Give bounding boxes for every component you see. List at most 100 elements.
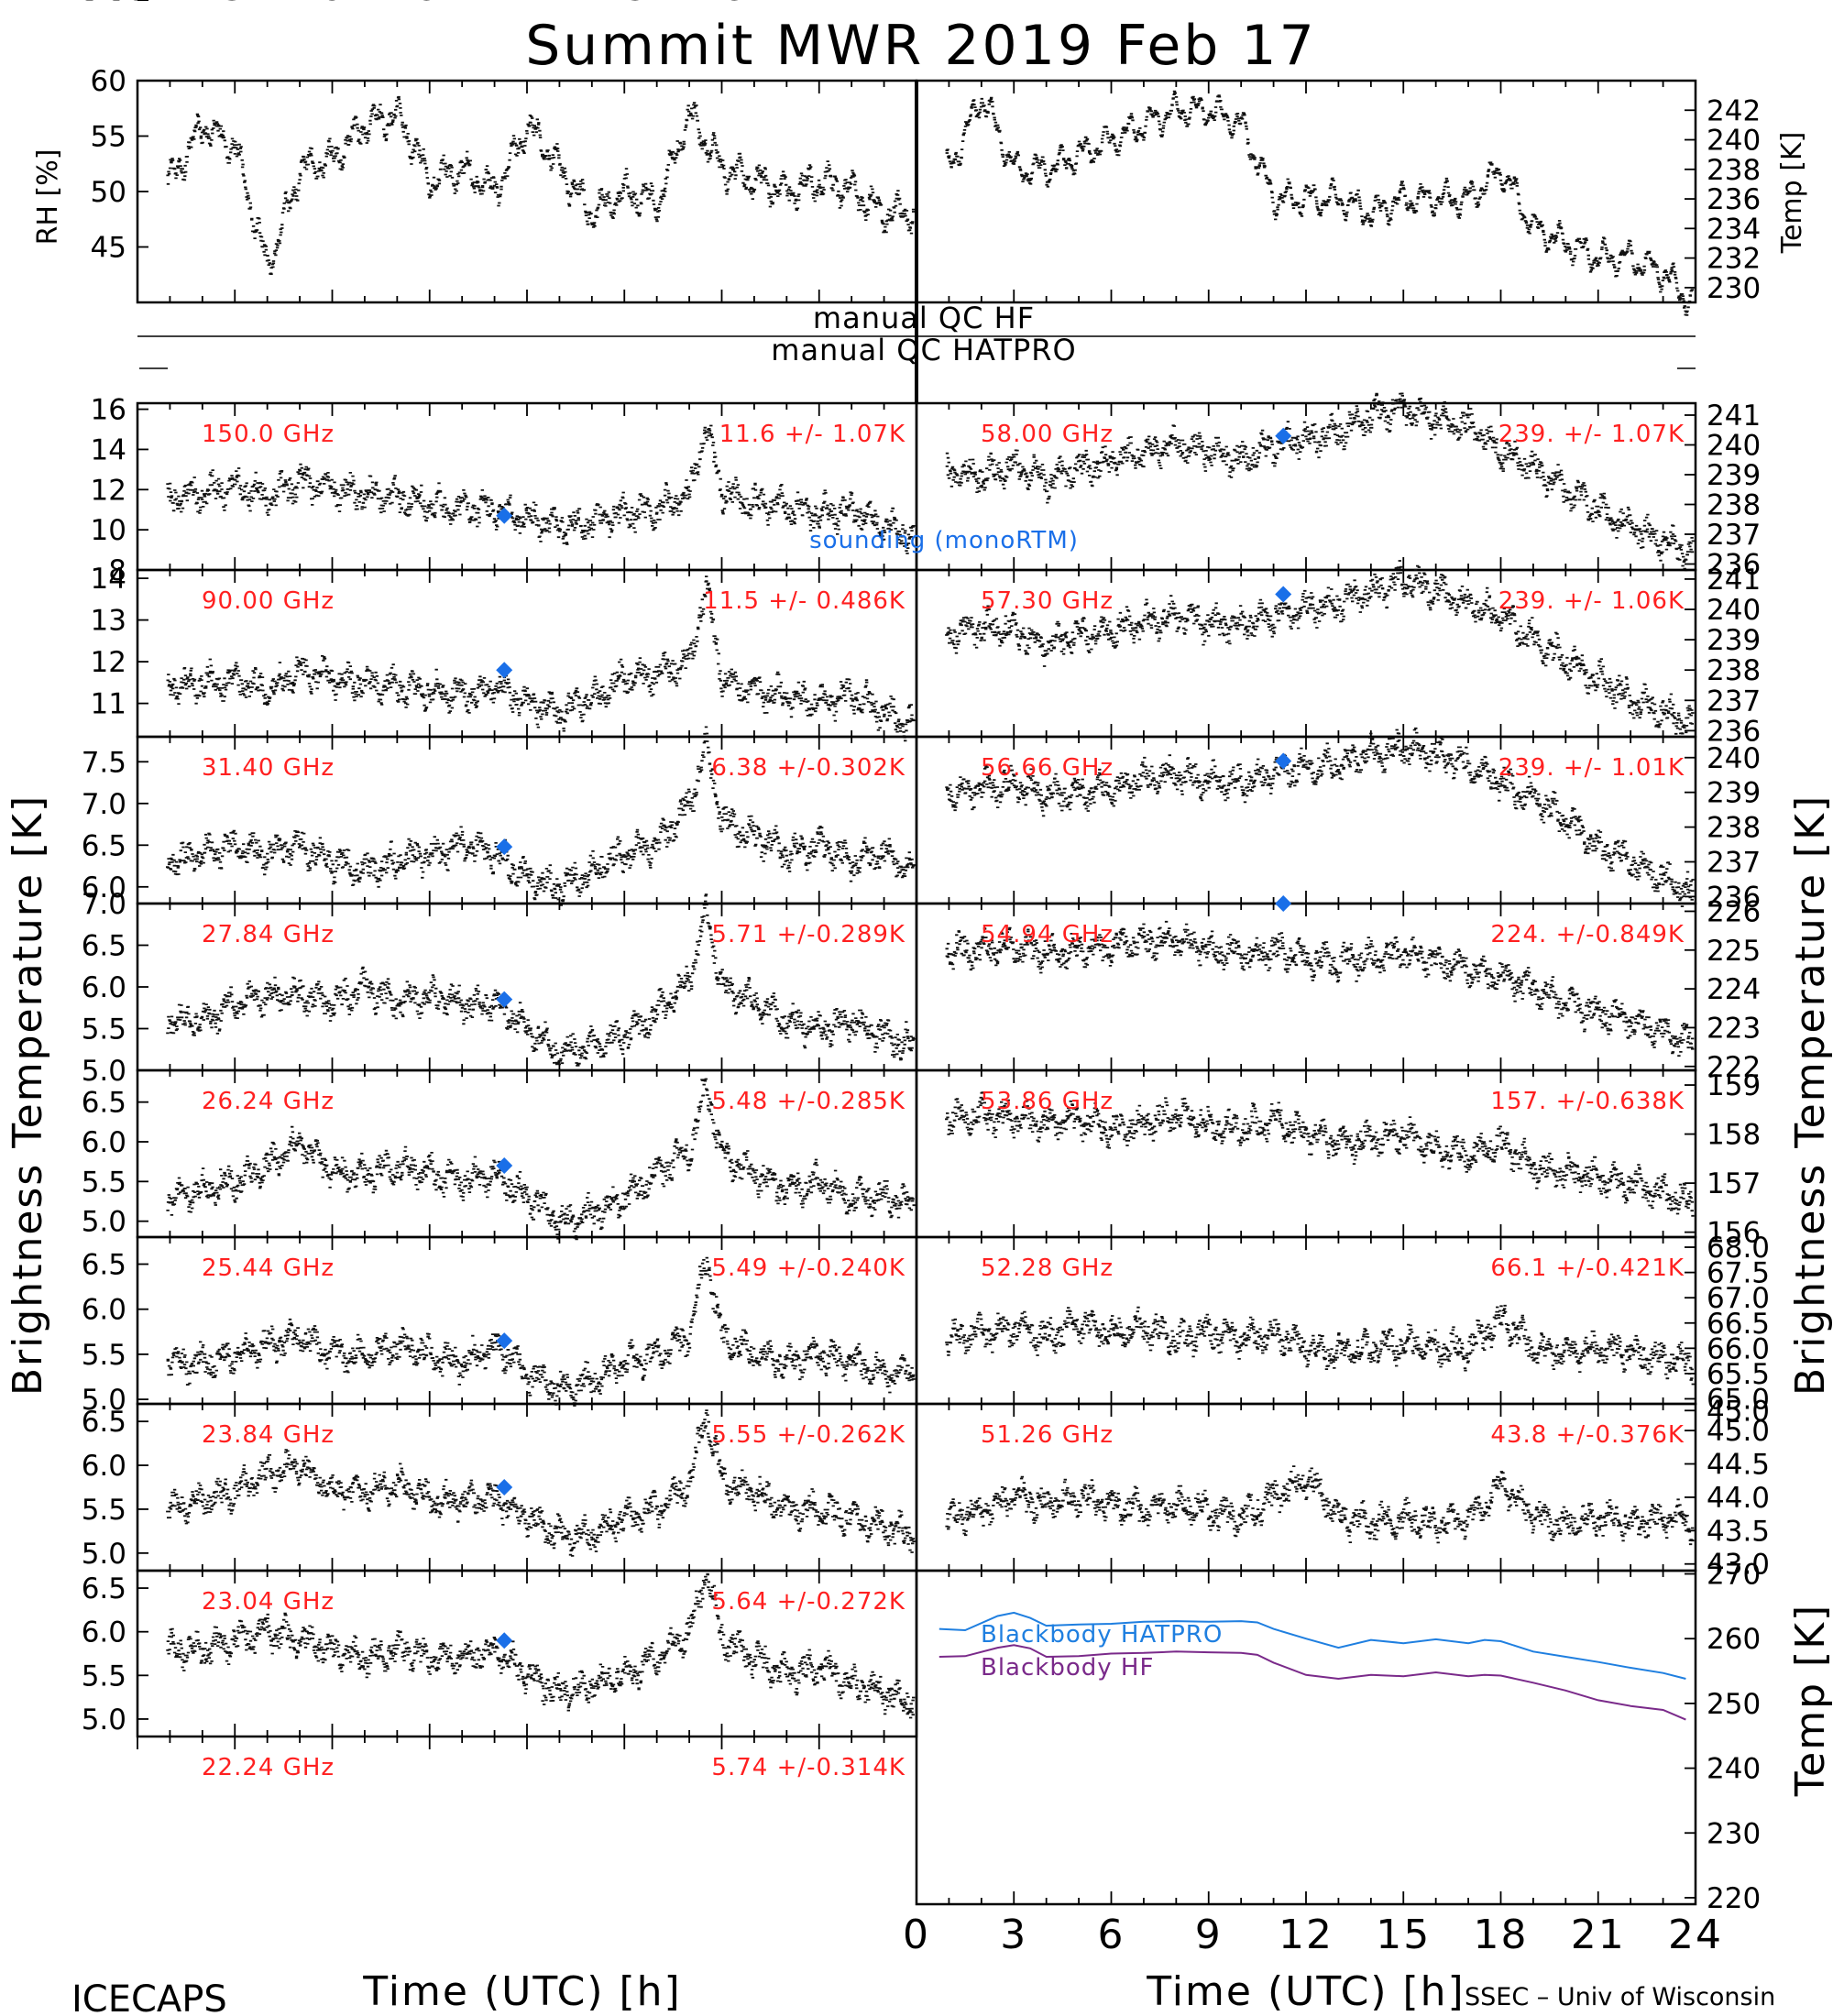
f57_3-ytick-label: 239 <box>1707 624 1761 657</box>
f25-channel-label: 25.44 GHz <box>202 1255 335 1282</box>
f90-data-points <box>166 575 916 742</box>
f90-ytick-label: 11 <box>91 688 126 721</box>
f23_04-ytick-label: 5.0 <box>82 1704 126 1737</box>
f52_28-ytick-label: 65.0 <box>1707 1383 1770 1416</box>
f53_86-ytick-label: 157 <box>1707 1167 1761 1200</box>
f54_94-sounding-marker <box>1275 895 1292 912</box>
f31-ytick-label: 6.0 <box>82 871 126 904</box>
blackbody-xtick-label: 6 <box>1098 1912 1125 1958</box>
f31-ytick-label: 7.0 <box>82 788 126 821</box>
footer-left: ICECAPS <box>71 1978 227 2016</box>
f25-ytick-label: 5.5 <box>82 1339 126 1372</box>
f52_28-ytick-label: 68.0 <box>1707 1232 1770 1265</box>
f150-channel-label: 150.0 GHz <box>202 421 335 448</box>
f51_26-ytick-label: 45.0 <box>1707 1415 1770 1448</box>
temp-data-points <box>945 90 1695 316</box>
f27-ytick-label: 7.0 <box>82 888 126 921</box>
f54_94-channel-label: 54.94 GHz <box>981 921 1114 948</box>
f57_3-ytick-label: 240 <box>1707 594 1761 627</box>
blackbody-ytick-label: 240 <box>1707 1753 1761 1786</box>
f26-sounding-marker <box>496 1157 513 1174</box>
rh-frame <box>136 79 918 304</box>
blackbody-ytick-label: 250 <box>1707 1688 1761 1721</box>
f25-sounding-marker <box>496 1332 513 1350</box>
f52_28-channel-label: 52.28 GHz <box>981 1255 1114 1282</box>
blackbody-xtick-label: 18 <box>1474 1912 1529 1958</box>
f31-channel-label: 31.40 GHz <box>202 754 335 782</box>
sounding-legend: sounding (monoRTM) <box>809 527 1079 554</box>
f58-sounding-marker <box>1275 427 1292 444</box>
f53_86-ytick-label: 156 <box>1707 1217 1761 1250</box>
f22-xtick-label: 18 <box>695 0 750 10</box>
f26-stat-label: 5.48 +/-0.285K <box>711 1088 906 1115</box>
f25-data-points <box>166 1256 916 1407</box>
blackbody-xtick-label: 24 <box>1668 1912 1723 1958</box>
f51_26-ytick-label: 43.5 <box>1707 1515 1770 1548</box>
f150-ytick-label: 14 <box>91 433 126 466</box>
f22-xtick-label: 3 <box>221 0 248 10</box>
blackbody-legend-1: Blackbody HF <box>981 1654 1154 1682</box>
f90-channel-label: 90.00 GHz <box>202 587 335 615</box>
f58-ytick-label: 238 <box>1707 489 1761 522</box>
f51_26-ytick-label: 44.5 <box>1707 1449 1770 1482</box>
f23_04-stat-label: 5.64 +/-0.272K <box>711 1588 906 1616</box>
f58-ytick-label: 239 <box>1707 459 1761 492</box>
f27-ytick-label: 6.0 <box>82 971 126 1004</box>
f57_3-sounding-marker <box>1275 586 1292 603</box>
y-axis-label-right: Brightness Temperature [K] <box>1787 794 1833 1396</box>
f26-ytick-label: 6.5 <box>82 1087 126 1120</box>
f52_28-stat-label: 66.1 +/-0.421K <box>1490 1255 1685 1282</box>
f57_3-data-points <box>945 560 1695 738</box>
f54_94-ytick-label: 223 <box>1707 1012 1761 1045</box>
f31-sounding-marker <box>496 838 513 856</box>
f56_66-ytick-label: 238 <box>1707 812 1761 845</box>
f90-ytick-label: 14 <box>91 563 126 596</box>
f150-ytick-label: 12 <box>91 474 126 507</box>
f31-ytick-label: 6.5 <box>82 829 126 862</box>
f52_28-ytick-label: 67.5 <box>1707 1257 1770 1290</box>
f58-stat-label: 239. +/- 1.07K <box>1498 421 1685 448</box>
f22-xtick-label: 15 <box>597 0 652 10</box>
f22-xtick-label: 6 <box>319 0 346 10</box>
figure-title: Summit MWR 2019 Feb 17 <box>525 14 1317 78</box>
f52_28-ytick-label: 66.5 <box>1707 1308 1770 1341</box>
f57_3-ytick-label: 238 <box>1707 654 1761 687</box>
f58-ytick-label: 240 <box>1707 430 1761 463</box>
blackbody-ytick-label: 270 <box>1707 1559 1761 1592</box>
f27-data-points <box>166 893 916 1067</box>
f22-channel-label: 22.24 GHz <box>202 1754 335 1781</box>
qc-hatpro-label: manual QC HATPRO <box>771 333 1076 367</box>
f52_28-ytick-label: 65.5 <box>1707 1358 1770 1391</box>
f52_28-data-points <box>945 1304 1695 1386</box>
f23_04-channel-label: 23.04 GHz <box>202 1588 335 1616</box>
f54_94-stat-label: 224. +/-0.849K <box>1490 921 1685 948</box>
f23_04-data-points <box>166 1570 916 1719</box>
f150-ytick-label: 10 <box>91 514 126 547</box>
f58-ytick-label: 236 <box>1707 549 1761 582</box>
f22-xtick-label: 0 <box>124 0 151 10</box>
f56_66-channel-label: 56.66 GHz <box>981 754 1114 782</box>
f27-stat-label: 5.71 +/-0.289K <box>711 921 906 948</box>
f22-ytick-label: 5.0 <box>82 0 126 7</box>
f51_26-data-points <box>945 1465 1695 1546</box>
f23_84-ytick-label: 5.5 <box>82 1494 126 1527</box>
f53_86-channel-label: 53.86 GHz <box>981 1088 1114 1115</box>
f25-ytick-label: 6.5 <box>82 1249 126 1282</box>
footer-right: SSEC – Univ of Wisconsin <box>1465 1983 1775 2011</box>
f26-ytick-label: 5.5 <box>82 1166 126 1199</box>
f26-ytick-label: 5.0 <box>82 1206 126 1239</box>
rh-ytick-label: 45 <box>91 232 126 265</box>
temp-ylabel: Temp [K] <box>1776 132 1808 255</box>
f26-data-points <box>166 1078 916 1241</box>
f31-stat-label: 6.38 +/-0.302K <box>711 754 906 782</box>
f56_66-ytick-label: 237 <box>1707 847 1761 880</box>
f22-xtick-label: 24 <box>889 0 944 10</box>
f56_66-ytick-label: 239 <box>1707 777 1761 810</box>
y-axis-label-left: Brightness Temperature [K] <box>5 794 51 1396</box>
f150-data-points <box>166 424 916 554</box>
f54_94-data-points <box>945 920 1695 1057</box>
rh-ylabel: RH [%] <box>32 149 64 246</box>
f58-ytick-label: 237 <box>1707 519 1761 552</box>
f54_94-ytick-label: 222 <box>1707 1051 1761 1084</box>
